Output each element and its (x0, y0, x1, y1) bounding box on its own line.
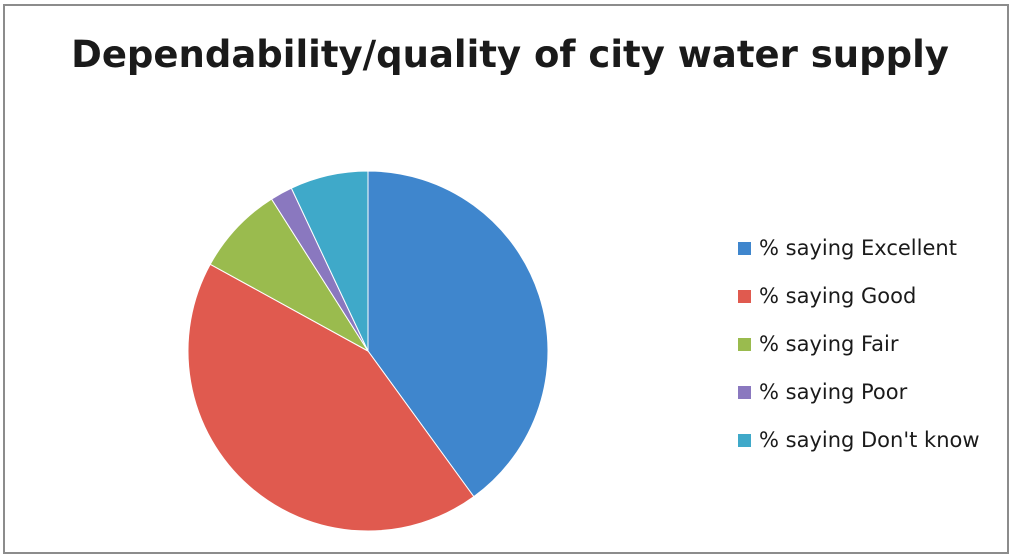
legend-swatch (738, 337, 751, 351)
legend-item-saying-fair: % saying Fair (738, 332, 1008, 356)
legend-label: % saying Poor (759, 380, 908, 404)
legend-item-saying-excellent: % saying Excellent (738, 236, 1008, 260)
pie-slice-saying-fair (209, 198, 369, 352)
legend-swatch (738, 289, 751, 303)
legend-item-saying-don-t-know: % saying Don't know (738, 428, 1008, 452)
legend-item-saying-good: % saying Good (738, 284, 1008, 308)
pie-slice-saying-don-t-know (290, 170, 369, 352)
legend-label: % saying Don't know (759, 428, 980, 452)
chart-title: Dependability/quality of city water supp… (71, 33, 949, 76)
pie-slice-saying-excellent (367, 170, 549, 498)
legend-label: % saying Excellent (759, 236, 957, 260)
chart-legend: % saying Excellent % saying Good % saying … (738, 236, 1008, 476)
legend-label: % saying Good (759, 284, 917, 308)
legend-label: % saying Fair (759, 332, 899, 356)
legend-swatch (738, 241, 751, 255)
pie-slice-saying-good (187, 263, 475, 532)
legend-swatch (738, 385, 751, 399)
legend-item-saying-poor: % saying Poor (738, 380, 1008, 404)
legend-swatch (738, 433, 751, 447)
